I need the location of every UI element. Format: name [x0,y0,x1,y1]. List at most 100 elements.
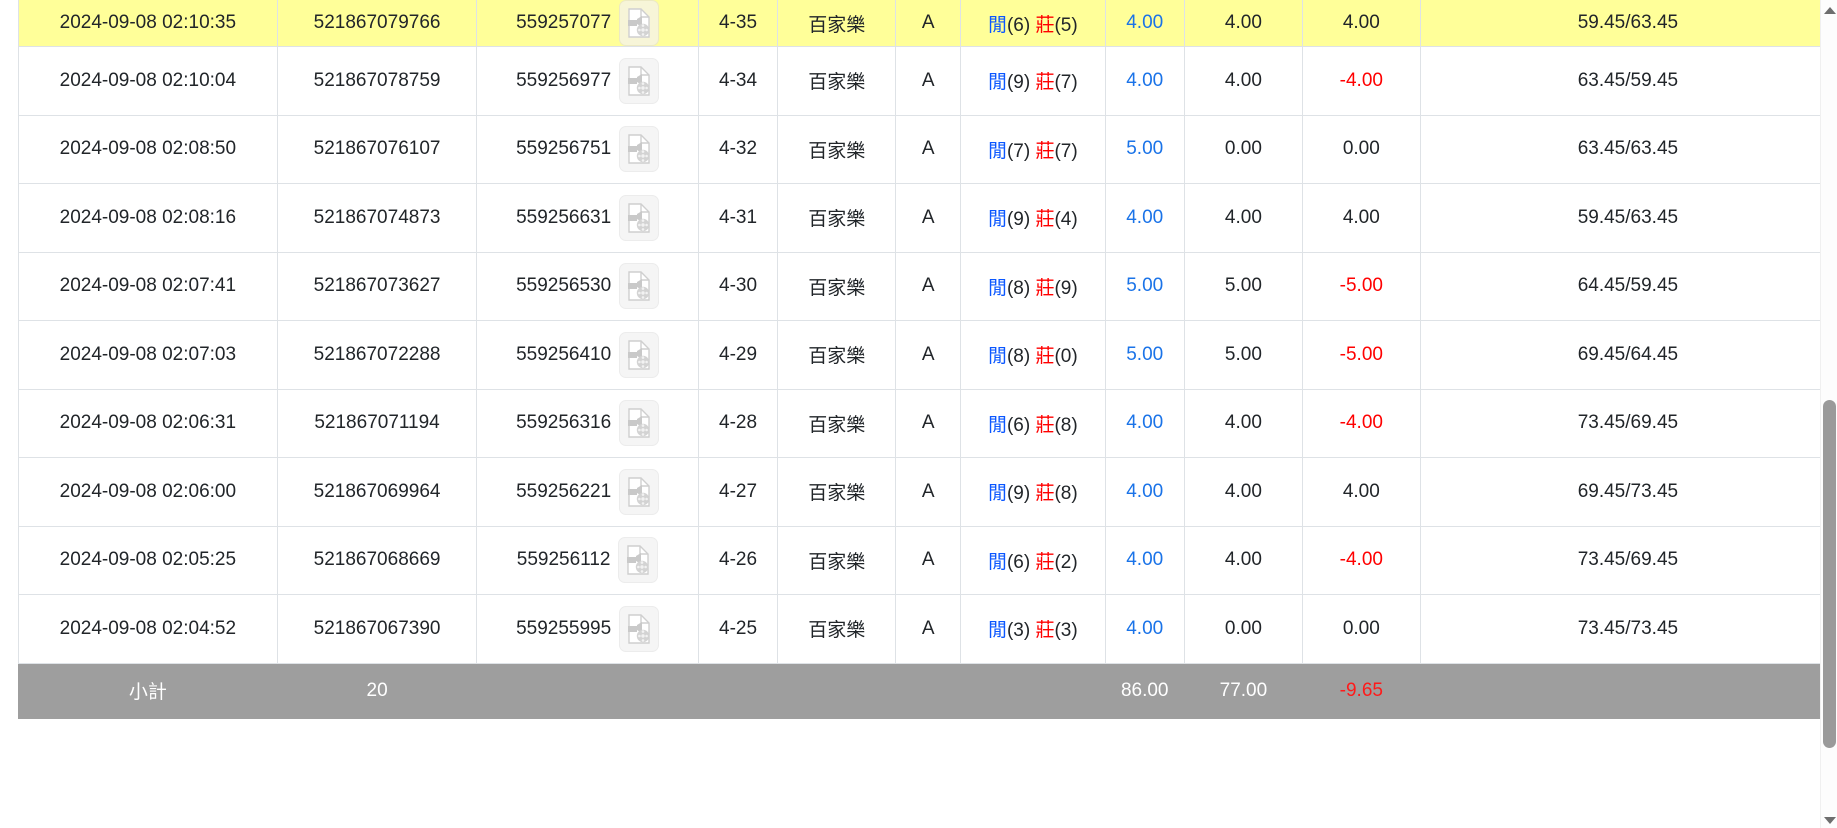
round-id-wrapper: 559256977 [483,57,691,104]
bet-amount: 4.00 [1104,183,1185,253]
table-row[interactable]: 2024-09-08 02:08:16 521867074873 559256631… [18,183,1820,253]
bet-amount: 4.00 [1104,594,1185,664]
scroll-down-arrow-icon[interactable] [1821,813,1837,827]
result-player-value: (7) [1006,140,1036,162]
subtotal-bet: 86.00 [1104,662,1185,719]
result: 閒(6) 莊(8) [960,388,1106,458]
seat: A [895,594,962,664]
result-banker-label: 莊 [1035,140,1055,162]
document-replay-icon[interactable] [619,331,660,378]
document-replay-icon[interactable] [619,0,660,46]
table-row[interactable]: 2024-09-08 02:07:41 521867073627 559256530… [18,251,1820,321]
bet-id: 521867078759 [276,46,478,116]
balance-before-after: 69.45/64.45 [1419,320,1820,390]
game-name: 百家樂 [777,114,897,184]
round-id-wrapper: 559256751 [483,126,691,173]
bet-id: 521867073627 [276,251,478,321]
valid-amount: 4.00 [1183,388,1303,458]
seat: A [895,320,962,390]
result-player-value: (3) [1006,620,1036,642]
bet-amount: 4.00 [1104,0,1185,47]
table-row[interactable]: 2024-09-08 02:06:31 521867071194 559256316… [18,388,1820,458]
document-replay-icon[interactable] [619,468,660,515]
result-banker-value: (5) [1054,14,1078,36]
table-row[interactable]: 2024-09-08 02:05:25 521867068669 559256112… [18,525,1820,595]
bet-id: 521867068669 [276,525,478,595]
document-replay-icon[interactable] [619,605,660,652]
table-row[interactable]: 2024-09-08 02:06:00 521867069964 559256221… [18,457,1820,527]
round-id: 559256221 [476,457,699,527]
document-replay-icon[interactable] [618,537,659,584]
table-row[interactable]: 2024-09-08 02:04:52 521867067390 559255995… [18,594,1820,664]
table-row[interactable]: 2024-09-08 02:08:50 521867076107 559256751… [18,114,1820,184]
subtotal-game [777,662,897,719]
round-id-value: 559256410 [516,343,612,365]
balance-before-after: 63.45/59.45 [1419,46,1820,116]
bet-amount: 4.00 [1104,457,1185,527]
document-replay-icon[interactable] [619,400,660,447]
subtotal-round-id [476,662,699,719]
game-name: 百家樂 [777,46,897,116]
win-loss: -5.00 [1301,251,1421,321]
round-id: 559256977 [476,46,699,116]
table-row[interactable]: 2024-09-08 02:07:03 521867072288 559256410… [18,320,1820,390]
bet-time: 2024-09-08 02:10:04 [18,46,278,116]
result-player-label: 閒 [987,346,1007,368]
subtotal-row: 小計 20 86.00 77.00 -9.65 [18,662,1820,719]
vertical-scrollbar[interactable] [1820,0,1837,828]
bet-id: 521867069964 [276,457,478,527]
table-row[interactable]: 2024-09-08 02:10:35 521867079766 559257077… [18,0,1820,47]
table-number: 4-29 [697,320,779,390]
bet-id: 521867076107 [276,114,478,184]
game-name: 百家樂 [777,525,897,595]
bet-time: 2024-09-08 02:06:31 [18,388,278,458]
table-number: 4-28 [697,388,779,458]
result-player-label: 閒 [987,620,1007,642]
result-banker-value: (9) [1054,277,1078,299]
balance-before-after: 59.45/63.45 [1419,0,1820,47]
result: 閒(8) 莊(0) [960,320,1106,390]
valid-amount: 4.00 [1183,457,1303,527]
table-row[interactable]: 2024-09-08 02:10:04 521867078759 559256977… [18,46,1820,116]
result-player-label: 閒 [987,14,1007,36]
result-banker-label: 莊 [1035,346,1055,368]
bet-id: 521867079766 [276,0,478,47]
result-player-label: 閒 [987,72,1007,94]
document-replay-icon[interactable] [619,126,660,173]
balance-before-after: 64.45/59.45 [1419,251,1820,321]
bet-amount: 4.00 [1104,388,1185,458]
valid-amount: 5.00 [1183,251,1303,321]
result-player-label: 閒 [987,551,1007,573]
document-replay-icon[interactable] [619,194,660,241]
round-id-wrapper: 559257077 [483,0,691,46]
scroll-up-arrow-icon[interactable] [1821,3,1837,17]
result-banker-value: (0) [1054,346,1078,368]
round-id-wrapper: 559256410 [483,331,691,378]
round-id: 559255995 [476,594,699,664]
game-name: 百家樂 [777,0,897,47]
round-id: 559256631 [476,183,699,253]
result-player-value: (6) [1006,14,1036,36]
result: 閒(6) 莊(2) [960,525,1106,595]
result-banker-label: 莊 [1035,483,1055,505]
result: 閒(3) 莊(3) [960,594,1106,664]
win-loss: -4.00 [1301,388,1421,458]
scroll-thumb[interactable] [1823,400,1836,748]
balance-before-after: 73.45/69.45 [1419,388,1820,458]
result-banker-label: 莊 [1035,551,1055,573]
balance-before-after: 63.45/63.45 [1419,114,1820,184]
balance-before-after: 59.45/63.45 [1419,183,1820,253]
valid-amount: 0.00 [1183,594,1303,664]
table-number: 4-26 [697,525,779,595]
bet-time: 2024-09-08 02:08:16 [18,183,278,253]
win-loss: 0.00 [1301,114,1421,184]
result-player-value: (9) [1006,72,1036,94]
valid-amount: 4.00 [1183,46,1303,116]
document-replay-icon[interactable] [619,57,660,104]
result-player-label: 閒 [987,277,1007,299]
win-loss: 4.00 [1301,0,1421,47]
win-loss: 4.00 [1301,457,1421,527]
document-replay-icon[interactable] [619,263,660,310]
game-name: 百家樂 [777,457,897,527]
